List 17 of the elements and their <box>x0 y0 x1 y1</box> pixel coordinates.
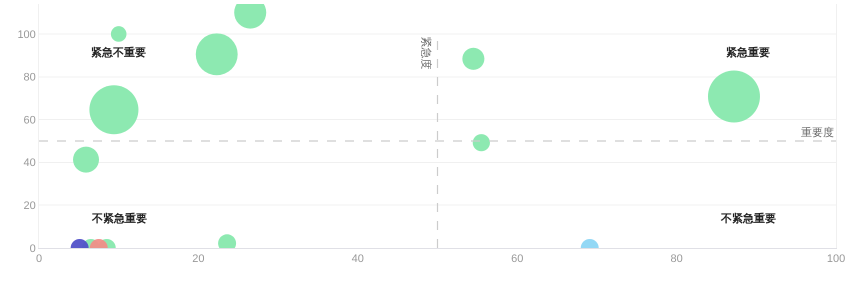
x-tick-label: 20 <box>192 253 205 266</box>
y-tick-label: 20 <box>24 200 36 212</box>
annotation: 不紧急重要 <box>720 212 776 225</box>
y-tick-label: 0 <box>30 242 36 255</box>
annotation: 不紧急重要 <box>91 212 147 225</box>
y-tick-label: 100 <box>17 28 36 41</box>
ref-line-label: 紧急度 <box>419 36 432 70</box>
ref-line-label: 重要度 <box>801 126 834 139</box>
y-tick-label: 80 <box>24 72 36 84</box>
annotation: 紧急不重要 <box>91 46 146 59</box>
y-tick-label: 40 <box>24 157 36 170</box>
x-tick-label: 60 <box>511 253 524 266</box>
x-tick-label: 80 <box>670 253 683 266</box>
x-tick-label: 40 <box>352 253 364 266</box>
x-tick-label: 100 <box>826 253 846 266</box>
y-tick-label: 60 <box>24 114 36 126</box>
annotation: 紧急重要 <box>726 46 770 59</box>
